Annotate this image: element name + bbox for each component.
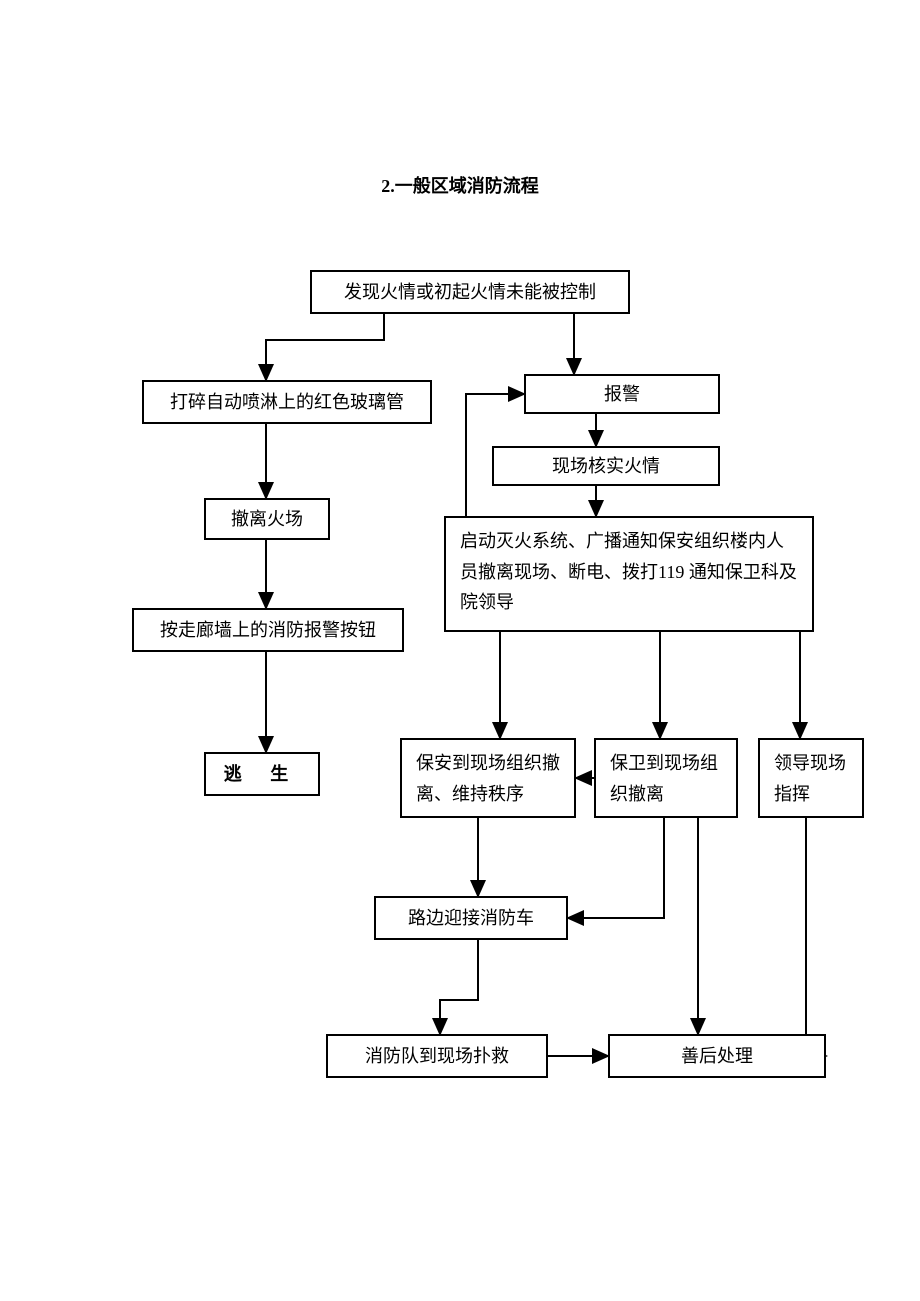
node-n3: 报警 bbox=[524, 374, 720, 414]
node-label: 领导现场指挥 bbox=[774, 748, 848, 809]
node-n2: 打碎自动喷淋上的红色玻璃管 bbox=[142, 380, 432, 424]
node-label: 现场核实火情 bbox=[552, 451, 660, 482]
node-n4: 现场核实火情 bbox=[492, 446, 720, 486]
page-title: 2.一般区域消防流程 bbox=[0, 172, 920, 198]
node-n1: 发现火情或初起火情未能被控制 bbox=[310, 270, 630, 314]
node-label: 按走廊墙上的消防报警按钮 bbox=[160, 615, 376, 646]
node-label: 善后处理 bbox=[681, 1041, 753, 1072]
node-label: 报警 bbox=[604, 379, 640, 410]
node-n10: 领导现场指挥 bbox=[758, 738, 864, 818]
node-label: 发现火情或初起火情未能被控制 bbox=[344, 277, 596, 308]
node-label: 撤离火场 bbox=[231, 504, 303, 535]
node-n12: 路边迎接消防车 bbox=[374, 896, 568, 940]
node-n7: 按走廊墙上的消防报警按钮 bbox=[132, 608, 404, 652]
node-n8: 保安到现场组织撤离、维持秩序 bbox=[400, 738, 576, 818]
node-label: 打碎自动喷淋上的红色玻璃管 bbox=[170, 387, 404, 418]
node-n14: 善后处理 bbox=[608, 1034, 826, 1078]
node-n11: 逃 生 bbox=[204, 752, 320, 796]
edge-12 bbox=[440, 940, 478, 1034]
node-label: 逃 生 bbox=[224, 759, 301, 790]
node-n13: 消防队到现场扑救 bbox=[326, 1034, 548, 1078]
node-label: 启动灭火系统、广播通知保安组织楼内人员撤离现场、断电、拨打119 通知保卫科及院… bbox=[460, 526, 798, 618]
edge-15 bbox=[568, 818, 664, 918]
node-n5: 撤离火场 bbox=[204, 498, 330, 540]
node-label: 消防队到现场扑救 bbox=[365, 1041, 509, 1072]
node-label: 保安到现场组织撤离、维持秩序 bbox=[416, 748, 560, 809]
node-label: 保卫到现场组织撤离 bbox=[610, 748, 722, 809]
node-n6: 启动灭火系统、广播通知保安组织楼内人员撤离现场、断电、拨打119 通知保卫科及院… bbox=[444, 516, 814, 632]
node-label: 路边迎接消防车 bbox=[408, 903, 534, 934]
edge-17 bbox=[806, 818, 826, 1056]
edge-0 bbox=[266, 314, 384, 380]
node-n9: 保卫到现场组织撤离 bbox=[594, 738, 738, 818]
